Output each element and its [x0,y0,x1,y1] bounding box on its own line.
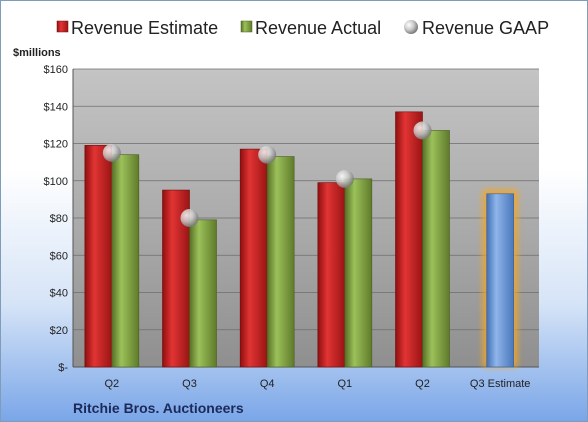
marker-revenue-gaap[interactable] [335,169,354,188]
x-tick-label: Q3 [182,378,197,390]
y-tick-label: $40 [50,288,68,300]
bar-revenue-actual[interactable] [111,154,140,368]
legend: Revenue Estimate Revenue Actual Revenue … [56,18,549,38]
legend-marker-revenue-gaap [404,20,418,34]
bars [84,111,518,368]
y-axis-unit-label: $millions [13,47,61,59]
legend-item-revenue-actual[interactable]: Revenue Actual [240,18,381,38]
bar-revenue-actual[interactable] [344,178,373,368]
y-axis-ticks: $- $20 $40 $60 $80 $100 $120 $140 $160 [44,64,69,374]
marker-revenue-gaap[interactable] [102,143,121,162]
bar-revenue-actual-estimate[interactable] [486,193,514,368]
gridlines [72,68,539,368]
y-tick-label: $- [58,362,68,374]
y-tick-label: $140 [44,101,68,113]
x-tick-label: Q4 [260,378,275,390]
x-tick-label: Q2 [104,378,119,390]
bar-revenue-actual[interactable] [189,219,217,368]
legend-swatch-revenue-actual [240,20,253,33]
legend-label-revenue-estimate: Revenue Estimate [71,18,218,38]
bar-revenue-estimate[interactable] [84,145,113,368]
y-tick-label: $100 [44,176,68,188]
bar-revenue-actual[interactable] [266,156,295,368]
legend-swatch-revenue-estimate [56,20,69,33]
marker-revenue-gaap[interactable] [180,209,199,227]
y-tick-label: $60 [50,250,68,262]
legend-label-revenue-gaap: Revenue GAAP [422,18,549,38]
bar-revenue-actual[interactable] [422,130,450,368]
x-tick-label: Q1 [337,378,352,390]
x-tick-label: Q3 Estimate [470,378,531,390]
legend-label-revenue-actual: Revenue Actual [255,18,381,38]
company-name: Ritchie Bros. Auctioneers [73,400,244,416]
y-tick-label: $80 [50,213,68,225]
y-tick-label: $160 [44,64,68,76]
bar-revenue-estimate[interactable] [239,148,268,368]
gaap-markers [102,121,432,227]
marker-revenue-gaap[interactable] [413,121,432,140]
legend-item-revenue-gaap[interactable]: Revenue GAAP [404,18,549,38]
x-tick-label: Q2 [415,378,430,390]
y-tick-label: $120 [44,139,68,151]
legend-item-revenue-estimate[interactable]: Revenue Estimate [56,18,218,38]
y-tick-label: $20 [50,325,68,337]
x-axis-ticks: Q2 Q3 Q4 Q1 Q2 Q3 Estimate [104,378,530,390]
bar-revenue-estimate[interactable] [395,111,423,368]
bar-revenue-estimate[interactable] [317,182,346,368]
marker-revenue-gaap[interactable] [258,145,277,164]
